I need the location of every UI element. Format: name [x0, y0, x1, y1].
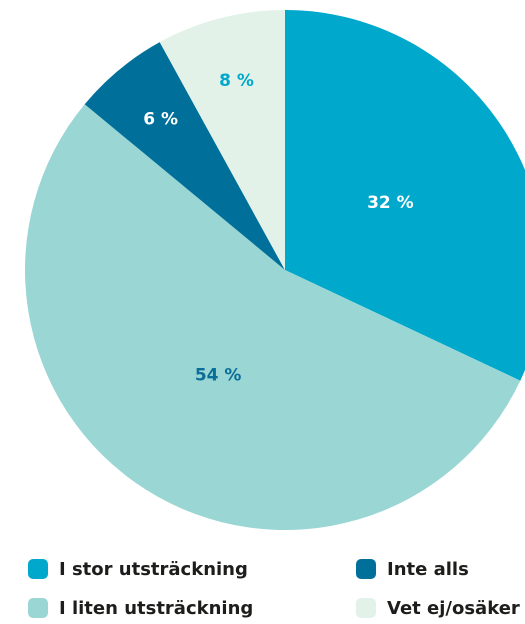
pie-slice	[84, 42, 285, 270]
legend-label: Vet ej/osäker	[387, 598, 520, 619]
legend-swatch	[28, 598, 48, 618]
data-label: 8 %	[219, 71, 254, 91]
pie-slice	[159, 10, 285, 270]
data-label: 6 %	[143, 110, 178, 130]
legend-label: Inte alls	[387, 559, 469, 580]
data-label: 32 %	[367, 193, 414, 213]
legend-label: I liten utsträckning	[59, 598, 253, 619]
legend-swatch	[356, 559, 376, 579]
pie-slice	[285, 10, 525, 381]
legend-swatch	[28, 559, 48, 579]
legend-label: I stor utsträckning	[59, 559, 248, 580]
legend-swatch	[356, 598, 376, 618]
data-label: 54 %	[195, 365, 242, 385]
pie-slice	[24, 104, 521, 531]
